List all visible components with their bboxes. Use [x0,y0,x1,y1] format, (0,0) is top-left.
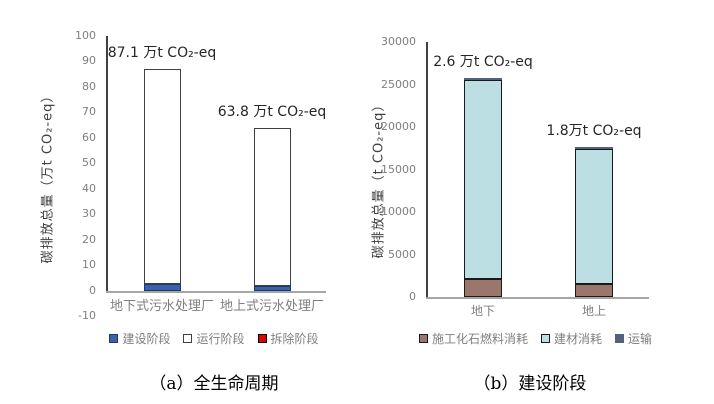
y-tick-label: 80 [82,79,96,93]
y-tick-label: 70 [82,105,96,119]
bar-segment [464,80,502,280]
x-axis-line [426,297,649,299]
bar-segment [575,148,613,285]
x-category-label: 地下 [470,304,495,318]
bar-segment [253,128,291,286]
bar-segment [253,285,291,291]
x-category-label: 地上 [581,304,606,318]
legend-label: 建设阶段 [122,332,171,346]
y-axis-line [426,42,428,297]
caption-b: （b）建设阶段 [473,374,587,394]
legend-item: 建材消耗 [540,330,602,347]
bar-total-annotation: 63.8 万t CO₂-eq [217,104,327,121]
legend-swatch [257,334,267,343]
legend-item: 拆除阶段 [257,330,319,347]
legend-item: 建设阶段 [109,330,170,347]
legend-swatch [615,334,624,343]
y-tick-label: 90 [82,54,96,68]
y-tick-label: -10 [78,309,96,322]
legend-label: 运输 [628,332,653,346]
bar-total-annotation: 1.8万t CO₂-eq [546,122,642,139]
bar-segment [575,146,613,149]
chart-legend: 施工化石燃料消耗 建材消耗 运输 [384,330,687,347]
y-tick-label: 100 [75,29,96,42]
y-tick-label: 30 [82,207,96,221]
x-axis-line [106,290,326,293]
bar-segment [464,279,502,297]
bar-total-annotation: 2.6 万t CO₂-eq [433,53,533,70]
y-tick-label: 10000 [381,205,416,218]
legend-item: 施工化石燃料消耗 [418,330,528,347]
y-tick-label: 60 [82,130,96,144]
bar-segment [464,77,502,81]
y-axis-line [106,36,108,291]
y-tick-label: 10 [82,258,96,272]
x-category-label: 地上式污水处理厂 [219,299,324,314]
y-tick-label: 20000 [381,120,416,133]
y-tick-label: 15000 [381,162,416,176]
bar-segment [575,284,613,297]
legend-label: 运行阶段 [196,332,245,346]
y-tick-label: 0 [89,283,96,297]
legend-swatch [540,334,550,343]
y-tick-label: 40 [82,181,96,195]
legend-label: 施工化石燃料消耗 [431,332,528,346]
legend-swatch [109,334,119,343]
legend-swatch [183,334,193,343]
bar-total-annotation: 87.1 万t CO₂-eq [107,44,217,61]
bar-segment [143,283,181,291]
legend-item: 运行阶段 [183,330,245,347]
legend-swatch [418,334,428,343]
bar-segment [143,68,181,284]
legend-label: 拆除阶段 [270,332,319,346]
y-tick-label: 5000 [388,247,416,261]
x-category-label: 地下式污水处理厂 [109,299,214,314]
y-tick-label: 0 [409,290,416,303]
chart-legend: 建设阶段 运行阶段 拆除阶段 [64,330,364,347]
legend-label: 建材消耗 [553,332,602,346]
y-tick-label: 50 [82,156,96,170]
y-tick-label: 25000 [381,77,416,91]
legend-item: 运输 [615,330,652,347]
y-tick-label: 30000 [381,35,416,48]
y-tick-label: 20 [82,232,96,246]
caption-a: （a）全生命周期 [149,374,279,394]
